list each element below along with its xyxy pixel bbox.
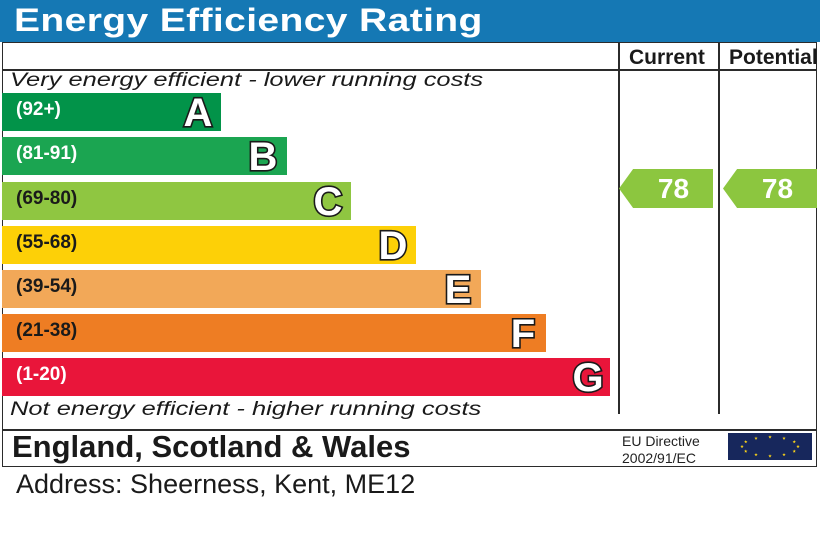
svg-text:G: G [572,356,603,399]
svg-text:C: C [314,180,343,223]
svg-text:D: D [379,224,408,267]
svg-text:E: E [445,268,472,311]
svg-text:F: F [511,312,535,355]
svg-text:B: B [249,135,278,178]
svg-text:A: A [184,91,213,134]
